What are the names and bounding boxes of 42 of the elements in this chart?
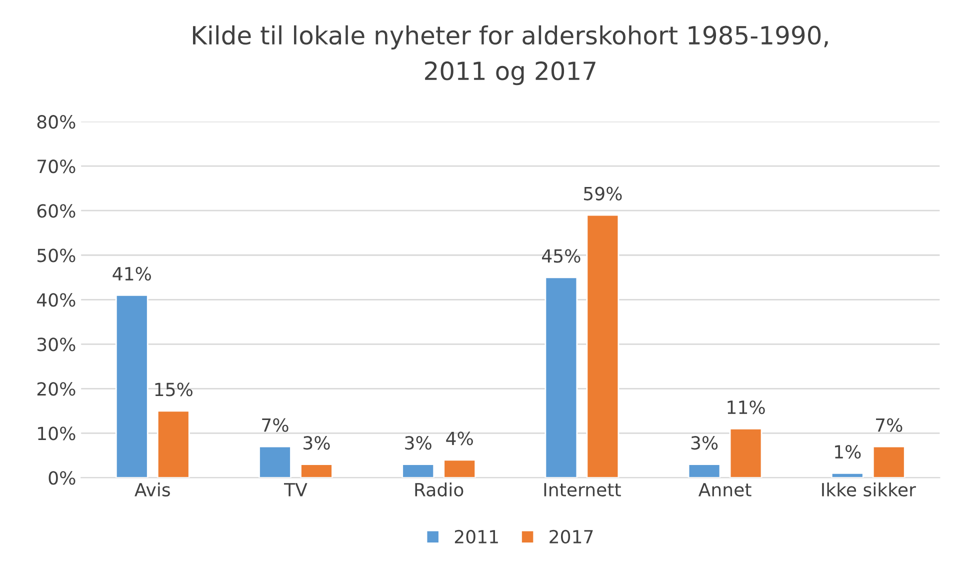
- y-tick-label: 50%: [37, 248, 76, 262]
- data-label: 59%: [584, 186, 622, 200]
- bar: [586, 214, 620, 478]
- bar: [300, 464, 333, 478]
- x-tick-label: Annet: [698, 483, 752, 497]
- legend-label: 2011: [454, 530, 498, 544]
- y-tick-label: 60%: [37, 204, 76, 218]
- bar: [830, 472, 864, 478]
- x-tick-label: TV: [284, 483, 308, 496]
- bar: [402, 464, 435, 478]
- data-label: 7%: [876, 418, 902, 432]
- data-label: 3%: [405, 436, 432, 450]
- bar: [258, 446, 292, 478]
- data-label: 3%: [691, 436, 718, 450]
- data-label: 45%: [542, 249, 580, 263]
- data-label: 15%: [155, 382, 192, 396]
- bar: [688, 464, 721, 478]
- x-tick-label: Internett: [544, 483, 621, 497]
- chart-title: Kilde til lokale nyheter for alderskohort 1985-1990, 2011 og 2017: [193, 25, 828, 86]
- bar: [443, 459, 476, 478]
- x-tick-label: Avis: [134, 482, 170, 497]
- bar: [115, 294, 148, 478]
- data-label: 1%: [835, 444, 861, 459]
- bar: [729, 428, 762, 478]
- y-tick-label: 40%: [36, 293, 76, 307]
- legend-label: 2017: [550, 530, 593, 544]
- y-tick-label: 0%: [48, 471, 76, 485]
- y-tick-label: 10%: [38, 426, 76, 440]
- data-label: 11%: [728, 400, 765, 414]
- data-label: 41%: [112, 266, 151, 281]
- bar: [156, 410, 190, 478]
- data-label: 3%: [304, 436, 330, 450]
- y-tick-label: 70%: [38, 160, 76, 174]
- x-tick-label: Ikke sikker: [822, 482, 916, 497]
- bar: [872, 446, 906, 478]
- x-tick-label: Radio: [415, 482, 464, 497]
- data-label: 7%: [262, 418, 288, 432]
- y-tick-label: 20%: [37, 382, 76, 396]
- data-label: 4%: [446, 432, 473, 446]
- y-tick-label: 80%: [37, 115, 76, 129]
- y-tick-label: 30%: [37, 338, 76, 352]
- bar: [544, 276, 578, 478]
